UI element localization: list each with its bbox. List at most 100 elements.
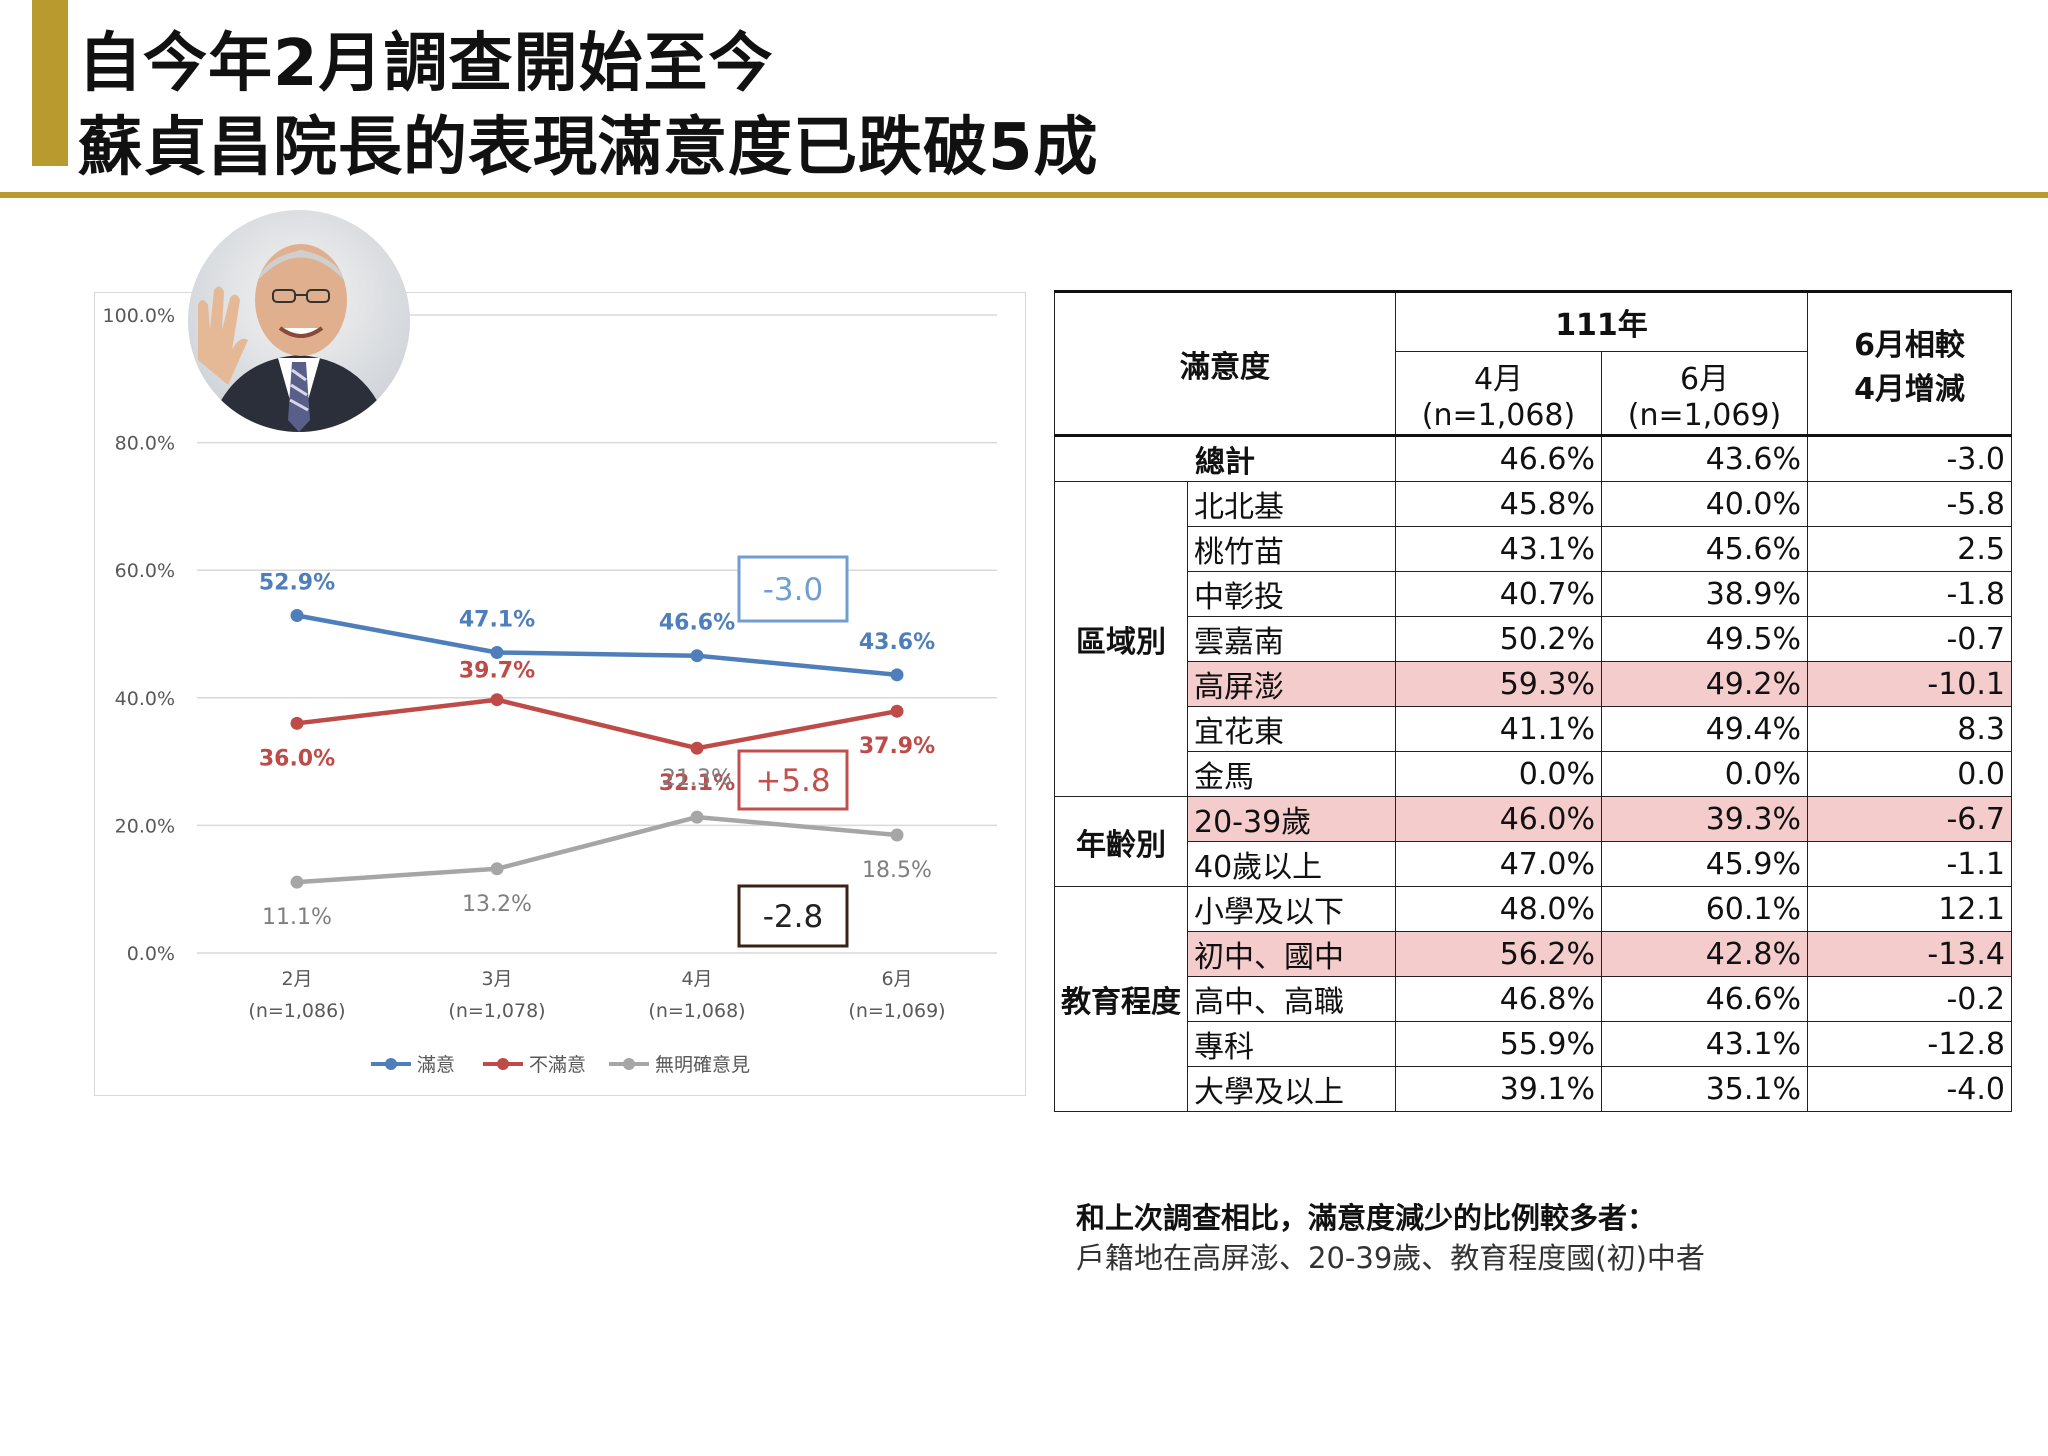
y-tick-label: 20.0% [115,815,175,837]
apr-value: 46.0% [1395,796,1602,842]
apr-value: 43.1% [1395,526,1602,572]
data-label: 46.6% [659,611,735,636]
table-row: 40歲以上 47.0% 45.9% -1.1 [1055,841,2012,887]
diff-value: -12.8 [1807,1021,2012,1067]
row-label: 雲嘉南 [1187,616,1396,662]
x-sample-label: (n=1,078) [448,1000,545,1022]
legend-marker-3 [623,1058,635,1070]
total-apr-value: 46.6% [1395,435,1602,482]
footnote: 和上次調查相比，滿意度減少的比例較多者： 戶籍地在高屏澎、20-39歲、教育程度… [1076,1198,1705,1278]
x-tick-label: 6月 [881,968,912,990]
page-title-line-1: 自今年2月調查開始至今 [78,27,774,101]
legend-label-1: 滿意 [417,1054,455,1076]
table-year-header: 111年 [1395,290,1808,352]
data-point [690,649,704,663]
legend-label-3: 無明確意見 [655,1054,750,1076]
x-tick-label: 2月 [281,968,312,990]
data-point [290,608,304,622]
data-label: 43.6% [859,630,935,655]
row-label: 專科 [1187,1021,1396,1067]
row-label: 中彰投 [1187,571,1396,617]
data-point [490,646,504,660]
x-tick-label: 4月 [681,968,712,990]
apr-value: 55.9% [1395,1021,1602,1067]
data-point [290,716,304,730]
series-line-1 [296,613,898,678]
y-tick-label: 60.0% [115,560,175,582]
diff-value: -5.8 [1807,481,2012,527]
table-row: 宜花東 41.1% 49.4% 8.3 [1055,706,2012,752]
jun-sample: (n=1,069) [1627,397,1782,433]
jun-value: 42.8% [1601,931,1808,977]
series-line-3 [296,814,898,885]
table-row: 高中、高職 46.8% 46.6% -0.2 [1055,976,2012,1022]
row-label: 小學及以下 [1187,886,1396,932]
data-point [690,741,704,755]
jun-value: 35.1% [1601,1066,1808,1112]
row-label: 初中、國中 [1187,931,1396,977]
data-label: 52.9% [259,570,335,595]
jun-value: 0.0% [1601,751,1808,797]
jun-value: 49.4% [1601,706,1808,752]
apr-value: 56.2% [1395,931,1602,977]
jun-value: 45.9% [1601,841,1808,887]
row-label: 高中、高職 [1187,976,1396,1022]
total-row-label: 總計 [1054,435,1396,482]
row-label: 宜花東 [1187,706,1396,752]
annotation-text: -3.0 [763,572,824,608]
table-row: 大學及以上 39.1% 35.1% -4.0 [1055,1066,2012,1112]
diff-value: 0.0 [1807,751,2012,797]
total-jun-value: 43.6% [1601,435,1808,482]
jun-value: 40.0% [1601,481,1808,527]
data-point [890,828,904,842]
footnote-line-2: 戶籍地在高屏澎、20-39歲、教育程度國(初)中者 [1076,1241,1705,1275]
table-col-jun-header: 6月 (n=1,069) [1601,351,1808,436]
apr-sample: (n=1,068) [1421,397,1576,433]
title-divider [0,192,2048,198]
diff-value: -1.1 [1807,841,2012,887]
diff-value: -4.0 [1807,1066,2012,1112]
table-row: 金馬 0.0% 0.0% 0.0 [1055,751,2012,797]
apr-value: 0.0% [1395,751,1602,797]
line-chart-panel: 0.0% 20.0% 40.0% 60.0% 80.0% 100.0% 2月 (n=1,086… [94,292,1026,1096]
diff-header-line-1: 6月相較 [1854,327,1965,363]
table-corner-header: 滿意度 [1054,290,1396,436]
portrait-illustration [188,210,410,432]
data-label: 11.1% [262,905,332,930]
line-chart: 0.0% 20.0% 40.0% 60.0% 80.0% 100.0% 2月 (n=1,086… [103,305,997,1076]
row-label: 高屏澎 [1187,661,1396,707]
table-col-apr-header: 4月 (n=1,068) [1395,351,1602,436]
diff-value: 12.1 [1807,886,2012,932]
data-point [490,693,504,707]
table-row: 教育程度 小學及以下 48.0% 60.1% 12.1 [1054,886,2012,1112]
data-label: 39.7% [459,659,535,684]
series-line-2 [296,697,898,751]
group-label: 區域別 [1054,481,1188,797]
annotation-box [737,884,849,948]
apr-value: 39.1% [1395,1066,1602,1112]
diff-value: 2.5 [1807,526,2012,572]
annotation-text: +5.8 [755,763,830,799]
annotation-text: -2.8 [763,899,824,935]
diff-value: -1.8 [1807,571,2012,617]
data-label: 47.1% [459,608,535,633]
annotation-box [737,555,849,623]
table-row: 桃竹苗 43.1% 45.6% 2.5 [1055,526,2012,572]
data-point [290,875,304,889]
y-tick-label: 80.0% [115,433,175,455]
jun-value: 49.2% [1601,661,1808,707]
data-point [490,862,504,876]
x-sample-label: (n=1,069) [848,1000,945,1022]
x-sample-label: (n=1,068) [648,1000,745,1022]
apr-value: 48.0% [1395,886,1602,932]
data-label: 36.0% [259,746,335,771]
x-sample-label: (n=1,086) [248,1000,345,1022]
row-label: 金馬 [1187,751,1396,797]
apr-value: 45.8% [1395,481,1602,527]
y-tick-label: 0.0% [127,943,175,965]
apr-value: 40.7% [1395,571,1602,617]
data-label: 32.1% [659,771,735,796]
jun-value: 43.1% [1601,1021,1808,1067]
apr-value: 50.2% [1395,616,1602,662]
data-point [690,810,704,824]
